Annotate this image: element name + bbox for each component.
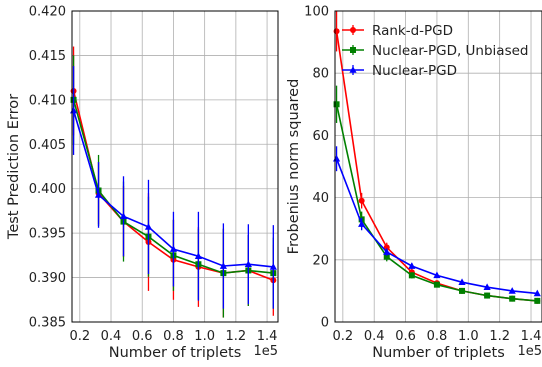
x-axis-label: Number of triplets [372,345,505,361]
y-tick-label: 0 [321,316,329,331]
data-point [408,272,415,279]
series-triangle [69,66,277,309]
legend-marker [350,47,356,53]
data-point [383,253,390,260]
y-tick-label: 40 [312,191,329,206]
data-point [383,244,390,251]
x-tick-label: 1.4 [521,329,542,344]
y-tick-label: 100 [304,5,329,20]
y-tick-label: 0.390 [29,271,66,286]
data-point [433,281,440,288]
x-tick-label: 0.2 [332,329,353,344]
y-tick-label: 0.385 [29,316,66,331]
chart-left: 0.2 0.4 0.6 0.8 1.0 1.2 1.4 0.385 0.390 0.395 0.40… [6,5,279,361]
series-square [333,85,541,304]
data-point [383,248,391,255]
data-point [94,191,103,198]
y-tick-label: 80 [312,67,329,82]
data-point [459,287,466,294]
data-point [458,278,466,285]
y-axis-label: Test Prediction Error [6,94,22,240]
legend-label: Rank-d-PGD [372,23,453,39]
legend-marker [349,66,357,73]
legend-item: Nuclear-PGD, Unbiased [342,43,528,59]
data-point [333,101,340,108]
x-tick-label: 0.4 [364,329,385,344]
data-point [169,245,178,252]
data-point [433,271,441,279]
data-point [119,212,128,220]
data-point [332,154,341,162]
x-offset-label: 1e5 [517,344,542,359]
data-point [508,287,516,294]
data-point [484,292,491,299]
y-tick-label: 60 [312,129,329,144]
data-point [219,262,227,269]
plot-frame [71,10,279,323]
legend-label: Nuclear-PGD [372,63,457,79]
x-tick-label: 1.0 [194,329,215,344]
y-tick-label: 0.420 [29,5,66,20]
x-tick-label: 1.2 [226,329,247,344]
data-point [144,223,153,230]
y-tick-label: 0.415 [29,49,66,64]
data-point [483,283,491,290]
data-point [269,263,277,270]
x-tick-label: 1.2 [489,329,510,344]
y-tick-label: 0.410 [29,93,66,108]
legend-item: Rank-d-PGD [342,23,453,39]
x-tick-label: 0.4 [101,329,122,344]
data-point [408,262,416,269]
legend-item: Nuclear-PGD [342,63,457,79]
y-tick-label: 0.395 [29,227,66,242]
x-axis-label: Number of triplets [109,345,242,361]
data-point [333,28,340,35]
x-tick-label: 0.6 [395,329,416,344]
chart-right: 0.2 0.4 0.6 0.8 1.0 1.2 1.4 0 20 40 60 80 100 1e5 Numb… [286,5,542,361]
data-point [244,260,252,268]
data-point [194,252,203,260]
data-point [358,197,365,204]
plot-frame [334,10,542,323]
data-point [509,295,516,302]
legend: Rank-d-PGD Nuclear-PGD, Unbiased Nuclear-P… [342,23,528,79]
x-tick-label: 0.2 [69,329,90,344]
x-tick-label: 0.6 [132,329,153,344]
y-axis-label: Frobenius norm squared [286,79,302,255]
x-tick-label: 1.0 [458,329,479,344]
data-point [533,289,541,297]
x-tick-label: 0.8 [163,329,184,344]
legend-marker [350,27,356,33]
x-offset-label: 1e5 [253,344,278,359]
data-point [358,220,366,227]
y-tick-label: 0.405 [29,138,66,153]
legend-label: Nuclear-PGD, Unbiased [372,43,528,59]
x-tick-label: 1.4 [257,329,278,344]
y-tick-label: 20 [312,253,329,268]
data-point [534,297,541,304]
x-tick-label: 0.8 [427,329,448,344]
y-tick-label: 0.400 [29,182,66,197]
grid [72,10,278,323]
series-triangle [332,146,541,297]
